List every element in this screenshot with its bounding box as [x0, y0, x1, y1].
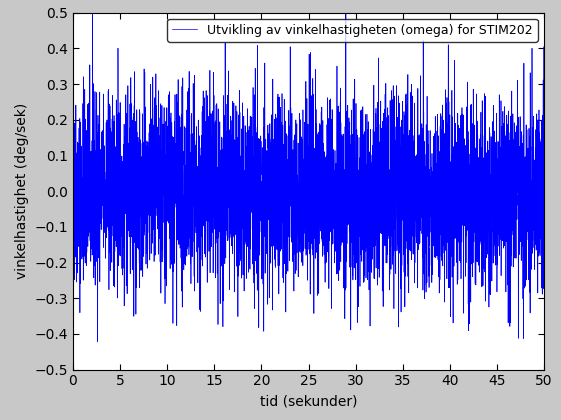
Utvikling av vinkelhastigheten (omega) for STIM202: [376, 139, 383, 144]
Utvikling av vinkelhastigheten (omega) for STIM202: [250, 85, 256, 90]
Utvikling av vinkelhastigheten (omega) for STIM202: [457, 116, 464, 121]
Legend: Utvikling av vinkelhastigheten (omega) for STIM202: Utvikling av vinkelhastigheten (omega) f…: [167, 19, 538, 42]
Utvikling av vinkelhastigheten (omega) for STIM202: [94, 339, 101, 344]
Utvikling av vinkelhastigheten (omega) for STIM202: [342, 6, 349, 11]
Line: Utvikling av vinkelhastigheten (omega) for STIM202: Utvikling av vinkelhastigheten (omega) f…: [73, 9, 544, 341]
Utvikling av vinkelhastigheten (omega) for STIM202: [70, 165, 76, 171]
Utvikling av vinkelhastigheten (omega) for STIM202: [155, 88, 162, 93]
Utvikling av vinkelhastigheten (omega) for STIM202: [541, 228, 548, 233]
X-axis label: tid (sekunder): tid (sekunder): [260, 394, 357, 408]
Y-axis label: vinkelhastighet (deg/sek): vinkelhastighet (deg/sek): [15, 103, 29, 279]
Utvikling av vinkelhastigheten (omega) for STIM202: [421, 282, 428, 287]
Utvikling av vinkelhastigheten (omega) for STIM202: [352, 277, 359, 282]
